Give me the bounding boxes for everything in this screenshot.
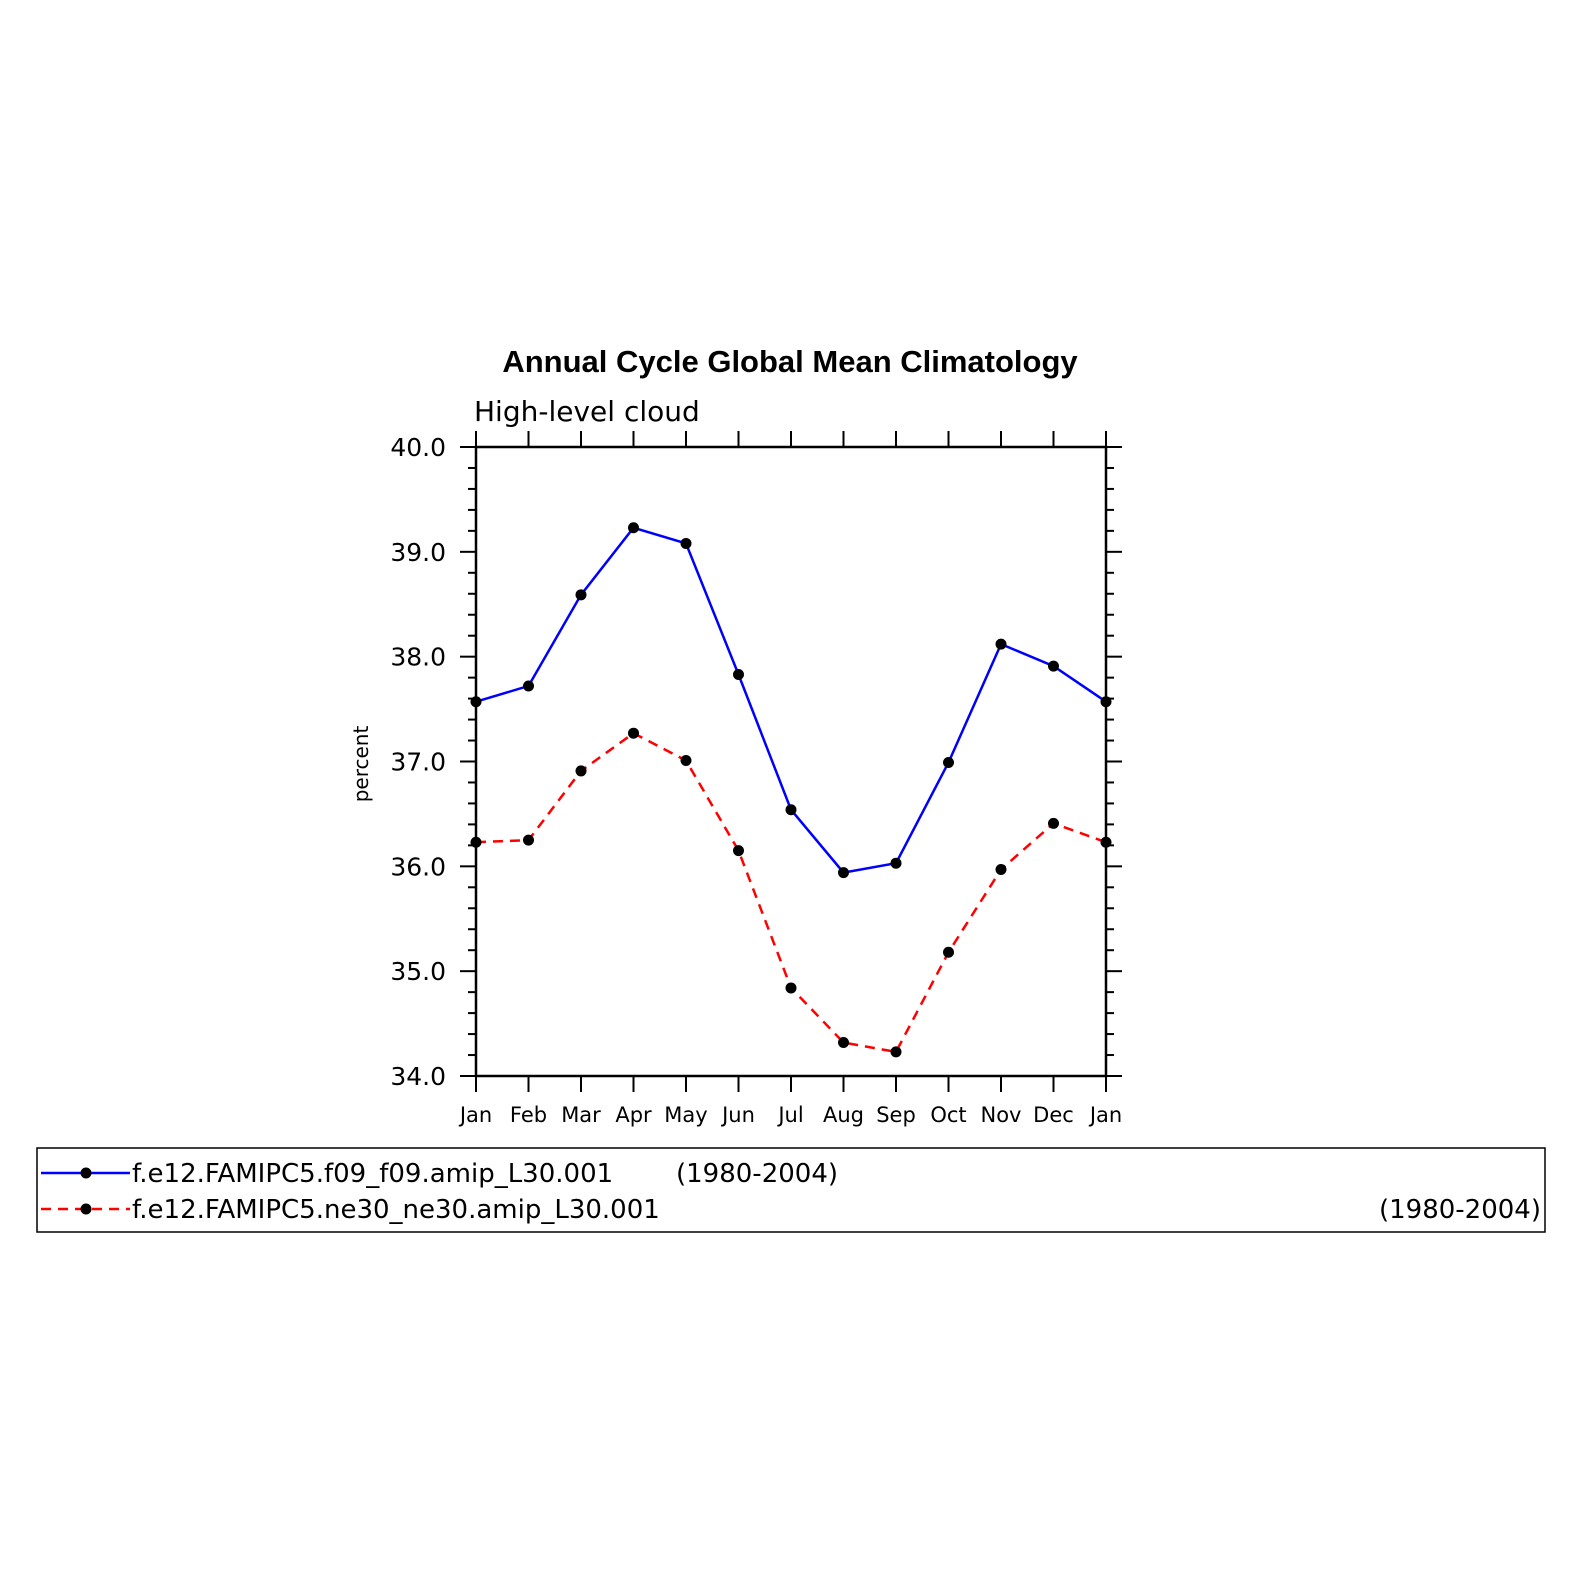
legend-marker (80, 1203, 92, 1215)
data-point (1048, 817, 1059, 829)
data-point (785, 804, 797, 816)
x-tick-label: Sep (876, 1103, 916, 1127)
y-tick-label: 38.0 (390, 643, 446, 672)
data-point (1100, 836, 1112, 848)
series-2 (470, 727, 1112, 1058)
legend-label: f.e12.FAMIPC5.f09_f09.amip_L30.001 (132, 1159, 613, 1189)
x-tick-label: Dec (1033, 1103, 1074, 1127)
legend-item-1: f.e12.FAMIPC5.f09_f09.amip_L30.001 (1980-… (41, 1159, 838, 1189)
data-point (733, 845, 744, 857)
y-axis-label: percent (349, 726, 373, 803)
data-point (470, 836, 482, 848)
legend-period: (1980-2004) (1379, 1195, 1541, 1225)
x-tick-label: Jul (776, 1103, 803, 1127)
chart-subtitle: High-level cloud (474, 395, 700, 428)
x-tick-labels: Jan Feb Mar Apr May Jun Jul Aug Sep Oct Nov Dec Jan (458, 1103, 1122, 1127)
y-tick-label: 39.0 (390, 538, 446, 567)
series-1 (470, 522, 1112, 879)
y-tick-label: 34.0 (390, 1062, 446, 1091)
data-point (628, 727, 639, 739)
series-line (475, 731, 1107, 1054)
data-point (575, 765, 587, 777)
y-tick-labels: 34.0 35.0 36.0 37.0 38.0 39.0 40.0 (390, 433, 446, 1091)
legend-period: (1980-2004) (676, 1159, 838, 1189)
chart-title: Annual Cycle Global Mean Climatology (502, 344, 1078, 379)
x-tick-label: Aug (823, 1103, 864, 1127)
y-tick-label: 36.0 (390, 852, 446, 881)
y-tick-label: 40.0 (390, 433, 446, 462)
legend-box (36, 1147, 1546, 1233)
x-tick-label: Oct (930, 1103, 966, 1127)
data-point (838, 1036, 849, 1048)
x-tick-label: Jan (458, 1103, 492, 1127)
data-point (680, 754, 692, 766)
y-tick-label: 37.0 (390, 748, 446, 777)
x-tick-label: Feb (510, 1103, 547, 1127)
data-point (890, 1046, 902, 1058)
legend-marker (80, 1167, 92, 1179)
data-point (943, 757, 954, 769)
legend: f.e12.FAMIPC5.f09_f09.amip_L30.001 (1980-… (36, 1147, 1546, 1233)
data-point (575, 589, 587, 601)
data-point (1048, 660, 1059, 672)
data-point (523, 834, 534, 846)
data-point (680, 537, 692, 549)
plot-frame (474, 445, 1108, 1078)
data-point (995, 638, 1007, 650)
data-point (890, 857, 902, 869)
legend-label: f.e12.FAMIPC5.ne30_ne30.amip_L30.001 (132, 1195, 660, 1225)
x-tick-label: May (664, 1103, 707, 1127)
data-point (838, 867, 849, 879)
data-point (995, 863, 1007, 875)
y-tick-label: 35.0 (390, 957, 446, 986)
data-point (470, 696, 482, 708)
data-point (733, 668, 744, 680)
data-point (628, 522, 639, 534)
data-point (1100, 696, 1112, 708)
x-tick-label: Nov (981, 1103, 1022, 1127)
x-tick-label: Jun (720, 1103, 755, 1127)
x-tick-label: Apr (615, 1103, 652, 1127)
series-line (475, 526, 1107, 874)
data-point (943, 946, 954, 958)
x-tick-label: Jan (1088, 1103, 1122, 1127)
legend-item-2: f.e12.FAMIPC5.ne30_ne30.amip_L30.001 (198… (41, 1195, 1541, 1225)
series-layer (470, 522, 1112, 1058)
data-point (785, 982, 797, 994)
x-tick-label: Mar (561, 1103, 601, 1127)
data-point (523, 680, 534, 692)
